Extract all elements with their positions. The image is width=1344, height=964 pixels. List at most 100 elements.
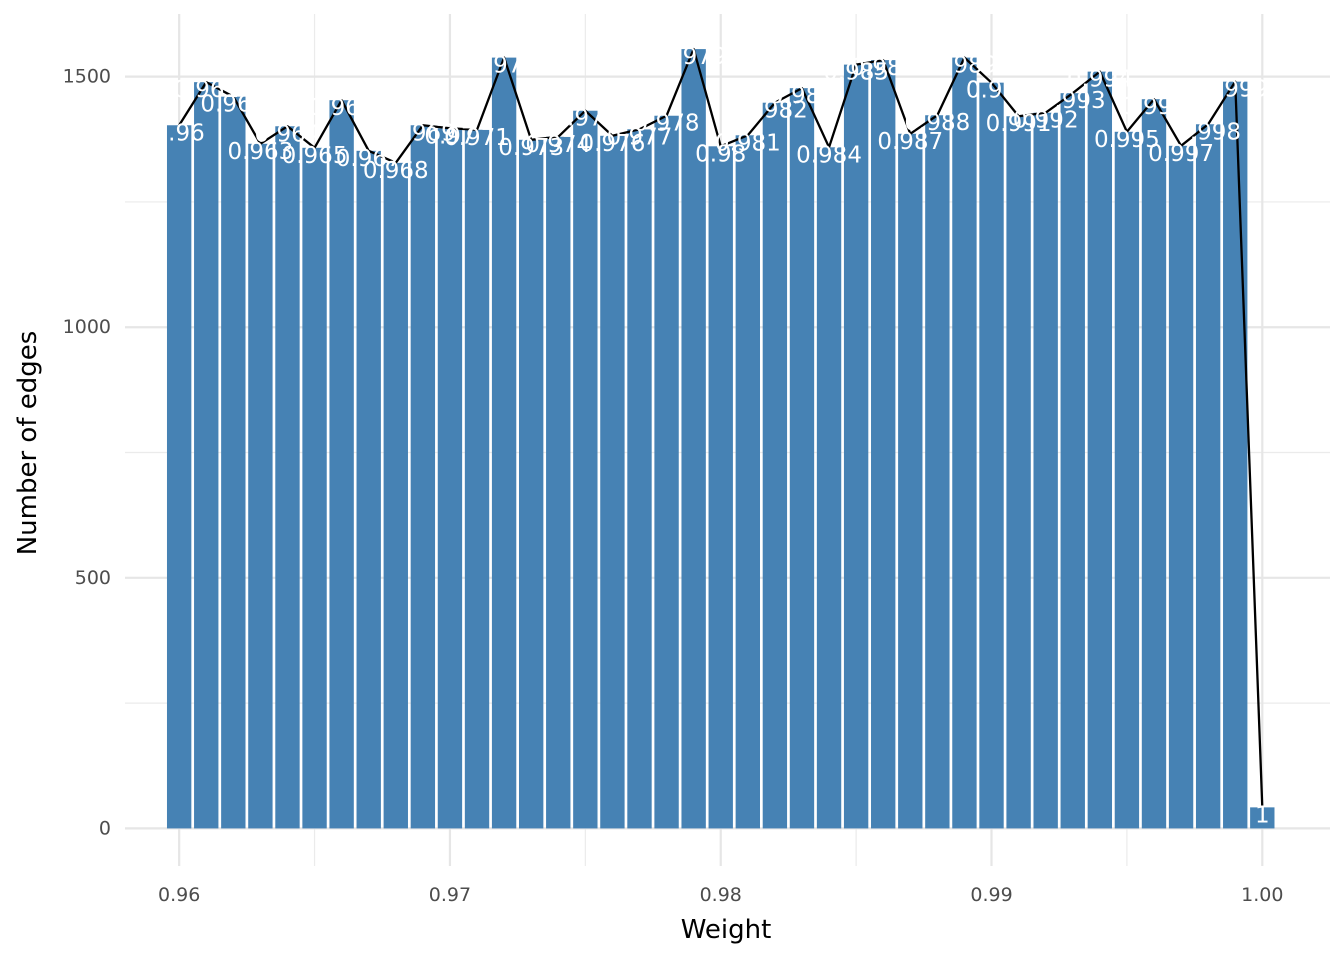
bar [573,110,598,829]
bar-labels: 0.960.9610.9620.9630.9640.9650.9660.9670… [154,44,1270,828]
bar-label: 0.975 [552,106,618,132]
x-tick-label: 0.99 [970,884,1012,906]
bar [898,133,923,829]
y-tick-label: 1500 [63,66,111,88]
bar-label: 0.979 [661,44,727,70]
bar [1223,81,1248,829]
y-tick-label: 0 [99,817,111,839]
bars [166,49,1275,829]
bar [275,126,300,829]
bar [708,146,733,829]
bar [735,135,760,829]
x-axis-title: Weight [681,915,772,945]
bar-label: 0.986 [850,55,916,81]
bar-label: 0.985 [823,60,889,86]
bar-label: 0.981 [715,130,781,156]
bar [329,100,354,829]
bar-label: 0.969 [390,120,456,146]
bar [1168,145,1194,829]
bar-label: 0.994 [1067,67,1133,93]
bar [1006,116,1031,829]
bar [1141,99,1167,829]
bar [166,125,192,829]
bar [302,147,327,829]
bar-label: 0.984 [796,142,862,168]
bar-label: 0.965 [282,143,348,169]
bar [871,60,896,829]
bar-label: 0.97 [424,123,475,149]
bar-label: 0.998 [1175,119,1241,145]
bar-label: 0.99 [966,78,1017,104]
bar [356,150,381,829]
bar-label: 0.964 [255,121,321,147]
bar [925,115,950,829]
y-tick-label: 500 [75,567,111,589]
bar-label: 0.961 [173,77,239,103]
x-tick-label: 0.98 [700,884,742,906]
bar-label: 0.963 [227,139,293,165]
y-tick-label: 1000 [63,316,111,338]
bar-label: 0.976 [579,131,645,157]
bar-label: 0.995 [1094,127,1160,153]
bar [762,102,788,829]
bar-label: 0.983 [769,83,835,109]
bar-label: 0.989 [932,53,998,79]
bar [789,88,815,829]
bar-label: 0.982 [742,98,808,124]
bar-label: 0.96 [154,120,205,146]
bar-label: 0.988 [904,110,970,136]
bar [1033,112,1058,829]
bar [410,125,436,829]
y-axis-ticks: 0 500 1000 1500 [63,66,111,840]
bar-label: 0.992 [1013,108,1079,134]
x-tick-label: 1.00 [1241,884,1283,906]
bar-label: 0.962 [200,92,266,118]
bar-label: 0.966 [309,95,375,121]
bar [600,135,625,829]
bar [1195,124,1221,829]
trend-line [178,47,1264,808]
bar-label: 0.987 [877,129,943,155]
x-tick-label: 0.97 [429,884,471,906]
bar [194,82,219,829]
x-axis-ticks: 0.96 0.97 0.98 0.99 1.00 [158,884,1283,906]
bar-label: 0.993 [1040,88,1106,114]
bar-label: 0.997 [1148,141,1214,167]
bar [654,115,679,829]
bar [1250,807,1275,829]
bar [464,129,490,829]
bar-label: 0.978 [634,111,700,137]
bar-label: 1 [1255,802,1270,828]
bar-label: 0.972 [471,53,537,79]
bar-label: 0.98 [695,141,746,167]
bar-label: 0.974 [525,132,591,158]
bar-label: 0.996 [1121,94,1187,120]
bar [221,96,246,829]
bar-label: 0.968 [363,158,429,184]
bar-label: 0.977 [607,124,673,150]
bar [627,129,652,829]
bar-label: 0.973 [498,135,564,161]
bar [952,57,977,829]
bar [843,64,869,829]
bar [1087,71,1113,829]
y-axis-title: Number of edges [13,331,43,556]
bar-label: 0.999 [1202,77,1268,103]
bar [681,49,706,829]
bar [546,136,571,829]
bar [437,128,463,829]
bar [248,143,273,829]
bar [1114,131,1140,829]
bar-label: 0.991 [986,111,1052,137]
bar [1060,93,1085,829]
bar-label: 0.967 [336,146,402,172]
trend-line-layer [178,47,1264,808]
bar-label: 0.971 [444,125,510,151]
bar [491,57,517,829]
bar [816,147,842,829]
bar [979,82,1004,829]
bar [383,162,408,829]
x-tick-label: 0.96 [158,884,200,906]
